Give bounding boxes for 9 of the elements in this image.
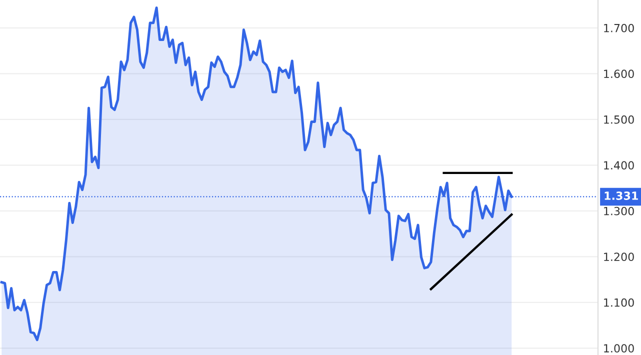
ref-line-label: 1.331 <box>604 192 638 200</box>
y-tick-label: 1.600 <box>604 70 634 78</box>
y-tick-label: 1.200 <box>604 252 634 262</box>
y-tick-label: 1.000 <box>604 344 634 353</box>
y-tick-label: 1.100 <box>604 298 634 307</box>
y-tick-label: 1.700 <box>604 24 634 32</box>
y-tick-label: 1.500 <box>604 115 634 124</box>
y-tick-label: 1.300 <box>604 206 634 216</box>
y-tick-label: 1.400 <box>604 161 634 170</box>
